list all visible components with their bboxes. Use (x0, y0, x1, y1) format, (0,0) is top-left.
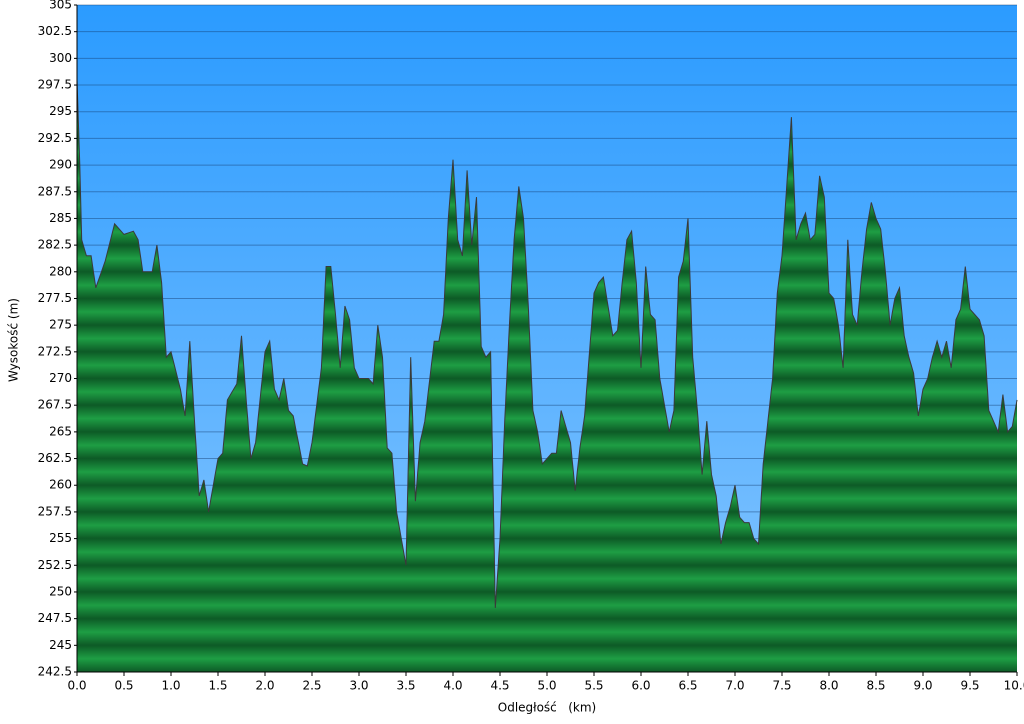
y-tick-label: 267.5 (38, 398, 72, 412)
y-tick-label: 270 (49, 371, 72, 385)
y-tick-label: 255 (49, 531, 72, 545)
x-tick-label: 6.5 (678, 679, 697, 693)
x-tick-label: 5.0 (537, 679, 556, 693)
y-axis-label: Wysokość (m) (7, 298, 21, 382)
y-tick-label: 275 (49, 318, 72, 332)
y-tick-label: 300 (49, 51, 72, 65)
y-tick-label: 282.5 (38, 238, 72, 252)
y-tick-label: 290 (49, 158, 72, 172)
x-tick-label: 7.0 (725, 679, 744, 693)
y-tick-label: 287.5 (38, 184, 72, 198)
y-tick-label: 280 (49, 264, 72, 278)
x-tick-label: 10.0 (1004, 679, 1024, 693)
x-axis-label: Odległość (km) (498, 701, 596, 715)
x-tick-label: 7.5 (772, 679, 791, 693)
x-tick-label: 2.5 (302, 679, 321, 693)
x-tick-label: 8.0 (819, 679, 838, 693)
x-tick-label: 9.5 (960, 679, 979, 693)
y-tick-label: 250 (49, 584, 72, 598)
y-tick-label: 285 (49, 211, 72, 225)
y-tick-label: 292.5 (38, 131, 72, 145)
y-tick-label: 257.5 (38, 504, 72, 518)
x-tick-label: 4.5 (490, 679, 509, 693)
x-tick-label: 3.5 (396, 679, 415, 693)
x-tick-label: 6.0 (631, 679, 650, 693)
x-tick-label: 4.0 (443, 679, 462, 693)
x-tick-label: 1.5 (208, 679, 227, 693)
y-tick-label: 247.5 (38, 611, 72, 625)
y-tick-label: 245 (49, 638, 72, 652)
y-tick-label: 272.5 (38, 344, 72, 358)
x-tick-label: 1.0 (161, 679, 180, 693)
y-tick-label: 295 (49, 104, 72, 118)
x-tick-label: 3.0 (349, 679, 368, 693)
y-tick-label: 302.5 (38, 24, 72, 38)
y-tick-label: 305 (49, 0, 72, 12)
x-tick-label: 9.0 (913, 679, 932, 693)
elevation-area (77, 79, 1017, 672)
y-tick-label: 262.5 (38, 451, 72, 465)
y-tick-label: 297.5 (38, 78, 72, 92)
x-tick-label: 2.0 (255, 679, 274, 693)
x-tick-label: 5.5 (584, 679, 603, 693)
y-tick-label: 242.5 (38, 665, 72, 679)
y-tick-label: 260 (49, 478, 72, 492)
x-tick-label: 0.5 (114, 679, 133, 693)
elevation-outline (76, 79, 1018, 609)
y-tick-label: 265 (49, 424, 72, 438)
x-tick-label: 0.0 (67, 679, 86, 693)
y-tick-label: 252.5 (38, 558, 72, 572)
y-tick-label: 277.5 (38, 291, 72, 305)
x-tick-label: 8.5 (866, 679, 885, 693)
